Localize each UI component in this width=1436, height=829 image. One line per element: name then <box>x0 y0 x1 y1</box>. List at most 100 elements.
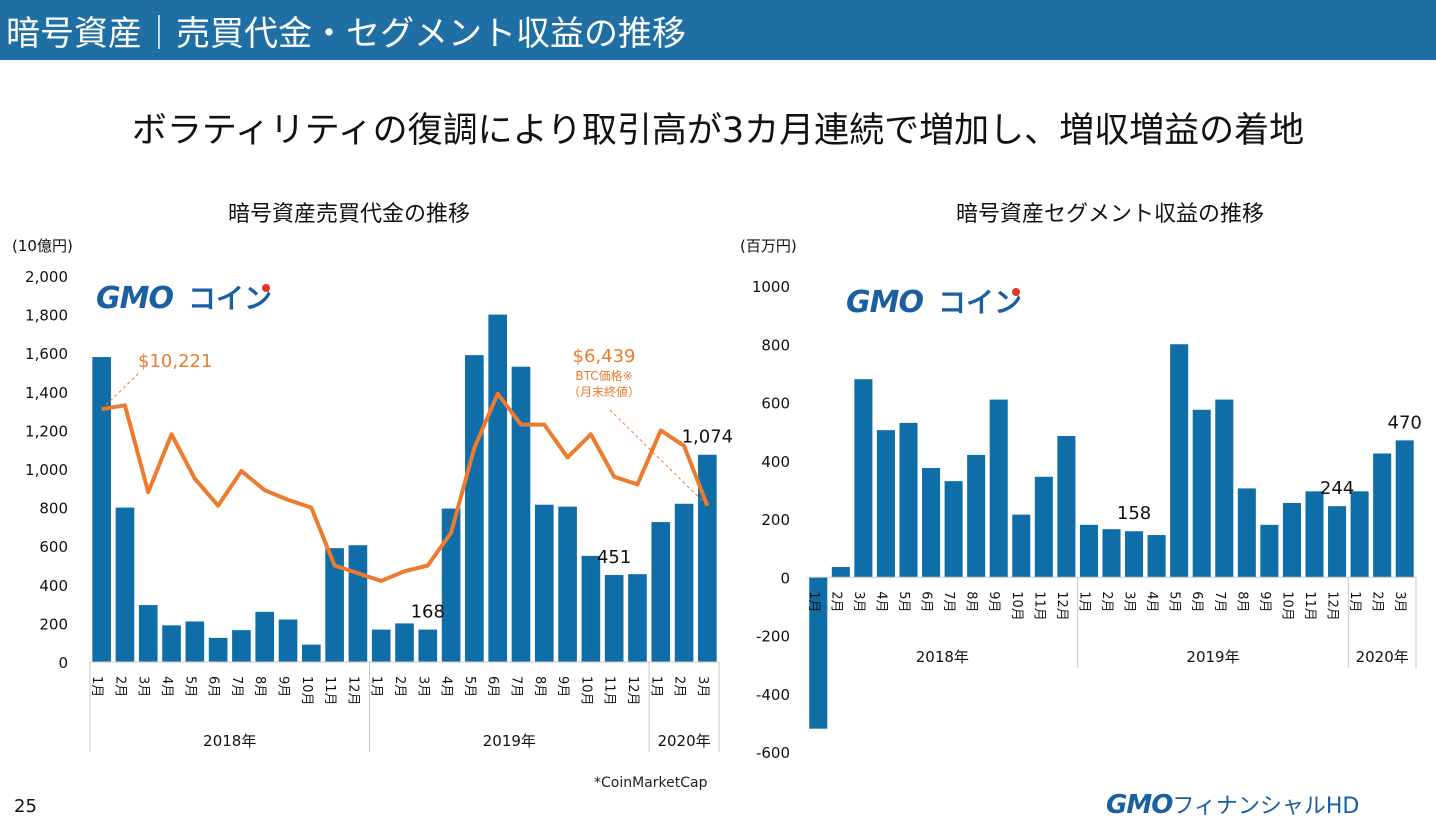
left-bar <box>115 507 135 662</box>
right-bar-data-label: 244 <box>1320 478 1354 499</box>
left-category-label: 10月 <box>299 676 314 706</box>
headline: ボラティリティの復調により取引高が3カ月連続で増加し、増収増益の着地 <box>131 111 1305 151</box>
right-bar <box>1057 435 1076 578</box>
left-bar <box>208 637 228 662</box>
left-y-tick-label: 1,400 <box>25 384 68 402</box>
right-y-tick-label: -400 <box>756 686 790 704</box>
left-bar <box>558 506 577 662</box>
right-y-tick-label: 0 <box>780 569 790 587</box>
left-category-label: 1月 <box>369 676 384 697</box>
right-bar <box>899 422 918 578</box>
right-bar <box>1215 399 1234 578</box>
right-category-label: 4月 <box>1144 591 1159 612</box>
right-y-tick-label: 400 <box>761 453 790 471</box>
left-bar <box>278 619 298 662</box>
right-category-label: 8月 <box>964 591 979 612</box>
right-bar <box>1305 491 1324 578</box>
left-category-label: 5月 <box>462 676 477 697</box>
left-year-label: 2020年 <box>657 732 710 750</box>
left-start-price-label: $10,221 <box>138 351 212 372</box>
right-category-label: 1月 <box>806 591 821 612</box>
left-category-label: 12月 <box>345 676 360 706</box>
left-bar <box>92 357 111 662</box>
right-logo-dot-icon <box>1012 288 1020 296</box>
page-title: 暗号資産｜売買代金・セグメント収益の推移 <box>6 14 686 54</box>
left-bar <box>301 644 321 662</box>
right-bar <box>809 577 828 729</box>
left-bar <box>488 314 508 662</box>
right-bar <box>944 481 963 578</box>
left-logo-dot-icon <box>262 284 270 292</box>
left-category-label: 1月 <box>89 676 104 697</box>
left-bar <box>138 605 158 662</box>
left-category-label: 12月 <box>625 676 640 706</box>
left-bar-data-label: 168 <box>411 602 445 623</box>
left-y-tick-label: 600 <box>39 538 68 556</box>
right-bar-data-label: 470 <box>1388 412 1422 433</box>
right-bar <box>1373 453 1392 578</box>
right-bar <box>1282 502 1301 578</box>
right-unit-label: (百万円) <box>740 237 797 255</box>
left-category-label: 3月 <box>415 676 430 697</box>
left-bar <box>325 548 344 662</box>
left-category-label: 11月 <box>322 676 337 706</box>
right-bar <box>876 430 895 578</box>
right-category-label: 12月 <box>1325 591 1340 621</box>
left-category-label: 2月 <box>112 676 127 697</box>
left-bar <box>371 629 391 662</box>
left-category-label: 10月 <box>578 676 593 706</box>
left-bar <box>395 623 414 662</box>
right-category-label: 4月 <box>873 591 888 612</box>
left-end-price-note: （月末終値） <box>568 384 640 399</box>
right-bar <box>1034 476 1053 578</box>
left-bar <box>441 508 461 662</box>
right-category-label: 3月 <box>1392 591 1407 612</box>
left-bar <box>674 503 694 662</box>
left-bar <box>465 355 484 662</box>
left-bar <box>348 545 368 662</box>
right-bar <box>1079 524 1098 578</box>
left-logo-coin: コイン <box>188 282 272 315</box>
left-category-label: 7月 <box>229 676 244 697</box>
left-y-tick-label: 200 <box>39 615 68 633</box>
right-category-label: 10月 <box>1279 591 1294 621</box>
left-logo-gmo: GMO <box>96 281 173 316</box>
left-bar <box>162 625 181 662</box>
left-bar <box>511 366 531 662</box>
right-category-label: 10月 <box>1009 591 1024 621</box>
right-category-label: 9月 <box>986 591 1001 612</box>
footer-logo-gmo: GMO <box>1106 790 1173 820</box>
left-bar <box>628 574 647 662</box>
left-y-tick-label: 0 <box>58 654 68 672</box>
right-category-label: 2月 <box>828 591 843 612</box>
trading-volume-chart-title: 暗号資産売買代金の推移 <box>228 202 471 227</box>
left-bar-data-label: 451 <box>597 547 631 568</box>
right-bar <box>1012 514 1031 578</box>
left-category-label: 8月 <box>532 676 547 697</box>
right-category-label: 1月 <box>1347 591 1362 612</box>
right-category-label: 5月 <box>896 591 911 612</box>
left-category-label: 9月 <box>555 676 570 697</box>
right-category-label: 5月 <box>1167 591 1182 612</box>
left-bar <box>255 611 275 662</box>
left-category-label: 4月 <box>439 676 454 697</box>
right-category-label: 12月 <box>1054 591 1069 621</box>
right-bar <box>1125 531 1144 578</box>
segment-revenue-chart-title: 暗号資産セグメント収益の推移 <box>956 202 1265 227</box>
right-category-label: 9月 <box>1257 591 1272 612</box>
left-category-label: 8月 <box>252 676 267 697</box>
right-y-tick-label: 1000 <box>752 278 790 296</box>
right-category-label: 3月 <box>1122 591 1137 612</box>
right-bar <box>922 468 941 578</box>
left-bar <box>698 454 717 662</box>
left-category-label: 11月 <box>602 676 617 706</box>
right-category-label: 2月 <box>1099 591 1114 612</box>
left-category-label: 2月 <box>392 676 407 697</box>
right-bar <box>831 567 850 578</box>
left-category-label: 5月 <box>182 676 197 697</box>
left-y-tick-label: 1,000 <box>25 461 68 479</box>
right-logo-gmo: GMO <box>846 285 923 320</box>
left-y-tick-label: 1,600 <box>25 345 68 363</box>
left-start-price-leader <box>101 371 141 410</box>
